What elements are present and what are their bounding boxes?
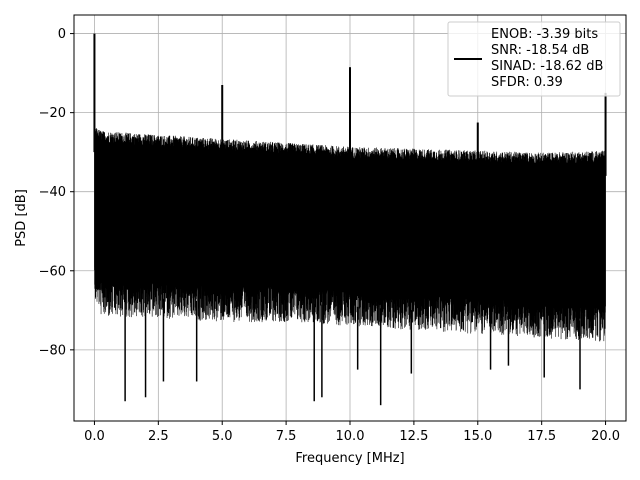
psd-series — [93, 33, 607, 406]
x-tick-label: 0.0 — [84, 429, 105, 444]
x-tick-label: 17.5 — [527, 429, 556, 444]
y-tick-label: −40 — [39, 185, 66, 200]
x-axis-ticks: 0.0 2.5 5.0 7.5 10.0 12.5 15.0 17.5 20.0 — [84, 421, 620, 444]
x-tick-label: 15.0 — [463, 429, 492, 444]
y-axis-ticks: 0 −20 −40 −60 −80 — [39, 27, 74, 358]
y-tick-label: 0 — [58, 27, 66, 42]
x-tick-label: 10.0 — [336, 429, 365, 444]
legend-sfdr-text: SFDR: 0.39 — [491, 75, 563, 90]
y-tick-label: −80 — [39, 343, 66, 358]
y-tick-label: −20 — [39, 106, 66, 121]
legend-sinad-text: SINAD: -18.62 dB — [491, 59, 603, 74]
x-tick-label: 5.0 — [212, 429, 233, 444]
x-tick-label: 7.5 — [276, 429, 297, 444]
x-axis-label: Frequency [MHz] — [295, 451, 404, 466]
x-tick-label: 20.0 — [591, 429, 620, 444]
legend-snr-text: SNR: -18.54 dB — [491, 43, 589, 58]
legend-box — [447, 21, 621, 97]
x-tick-label: 2.5 — [148, 429, 169, 444]
legend: ENOB: -3.39 bits SNR: -18.54 dB SINAD: -… — [447, 21, 621, 97]
x-tick-label: 12.5 — [399, 429, 428, 444]
legend-enob-text: ENOB: -3.39 bits — [491, 27, 598, 42]
psd-trace — [94, 127, 606, 342]
y-tick-label: −60 — [39, 264, 66, 279]
y-axis-label: PSD [dB] — [14, 189, 29, 247]
